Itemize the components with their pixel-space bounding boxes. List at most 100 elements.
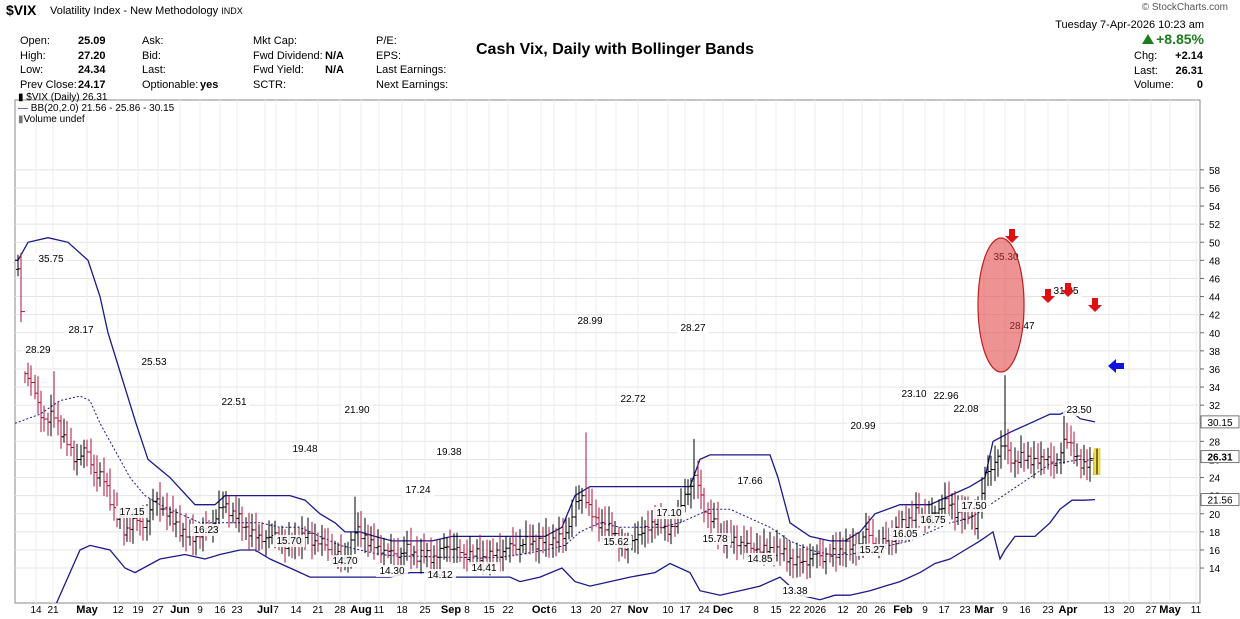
axes: 1416182022242628303234363840424446485052…: [30, 166, 1240, 616]
price-bar: [372, 523, 376, 560]
right-axis-flag: 26.31: [1200, 450, 1240, 464]
col3-label: Mkt Cap:: [253, 35, 298, 47]
price-bar: [557, 516, 561, 553]
price-bar: [692, 438, 696, 500]
col2-label: Ask:: [142, 35, 164, 47]
x-tick-label: 19: [132, 605, 144, 616]
col3-value: N/A: [325, 49, 344, 62]
price-bar: [537, 522, 541, 564]
price-bar: [778, 538, 782, 566]
price-bar: [161, 496, 165, 516]
price-label-bg: [273, 535, 305, 547]
price-label: 17.24: [402, 484, 434, 496]
right-axis-flag-box: [1200, 415, 1240, 429]
price-label-bg: [950, 403, 982, 415]
col1-label: Low:: [20, 64, 44, 76]
quote-date: Tuesday 7-Apr-2026 10:23 am: [1055, 19, 1204, 31]
price-label-text: 15.27: [859, 545, 884, 556]
price-label: 22.08: [950, 403, 982, 415]
price-label: 13.38: [779, 585, 811, 597]
price-label: 28.99: [574, 315, 606, 327]
price-label-bg: [930, 390, 962, 402]
y-tick-label: 14: [1209, 564, 1221, 575]
col2-label: Last:: [142, 64, 166, 76]
legend-volume: ▮Volume undef: [18, 114, 85, 125]
price-label-bg: [138, 356, 170, 368]
col1-value: 24.34: [78, 64, 106, 76]
price-bar: [504, 536, 508, 561]
col1-label: Open:: [20, 35, 50, 47]
price-label-text: 20.99: [850, 421, 875, 432]
price-label-bg: [898, 388, 930, 400]
legend-price: ▮ $VIX (Daily) 26.31: [18, 92, 108, 103]
price-bar: [702, 487, 706, 523]
col2-label: Bid:: [142, 49, 161, 62]
price-label: 22.72: [617, 393, 649, 405]
x-tick-label: 17: [679, 605, 691, 616]
price-label-bg: [958, 500, 990, 512]
price-bar: [603, 506, 607, 540]
col2-value: yes: [200, 78, 219, 91]
price-label-bg: [424, 569, 456, 581]
price-bar: [712, 502, 716, 529]
price-bar: [448, 529, 452, 562]
watermark: © StockCharts.com: [1141, 2, 1228, 13]
price-bar: [735, 525, 739, 561]
price-label: 17.66: [734, 475, 766, 487]
x-tick-label: 27: [152, 605, 164, 616]
price-label-bg: [677, 322, 709, 334]
right-axis-flag: 30.15: [1200, 415, 1240, 429]
price-bar: [316, 532, 320, 552]
y-tick-label: 40: [1209, 329, 1221, 340]
x-tick-label: 13: [1103, 605, 1115, 616]
price-label-bg: [22, 344, 54, 356]
price-label: 25.53: [138, 356, 170, 368]
x-tick-label: 14: [30, 605, 42, 616]
price-label-text: 17.10: [656, 508, 681, 519]
price-bar: [1088, 447, 1092, 482]
x-tick-label: 8: [464, 605, 470, 616]
col4-label: Last Earnings:: [376, 64, 447, 76]
price-label: 14.41: [468, 562, 500, 574]
x-tick-label: Jul: [257, 604, 273, 616]
price-label: 14.12: [424, 569, 456, 581]
x-tick-label: May: [1159, 604, 1181, 616]
chart-header: $VIX Volatility Index - New Methodology …: [0, 0, 1240, 100]
price-label-bg: [376, 565, 408, 577]
price-label-text: 35.75: [38, 254, 63, 265]
x-tick-label: 9: [922, 605, 928, 616]
x-tick-label: 11: [374, 605, 385, 616]
price-bar: [791, 548, 795, 579]
price-label-text: 19.38: [436, 447, 461, 458]
x-tick-label: 10: [662, 605, 674, 616]
exchange: INDX: [221, 6, 243, 16]
price-label: 19.38: [433, 446, 465, 458]
price-label-text: 19.48: [292, 444, 317, 455]
price-bar: [108, 468, 112, 511]
price-label-text: 15.78: [702, 534, 727, 545]
y-tick-label: 50: [1209, 238, 1221, 249]
y-tick-label: 58: [1209, 166, 1221, 177]
x-tick-label: Jun: [170, 604, 190, 616]
price-bar: [1042, 449, 1046, 475]
price-label: 16.05: [889, 528, 921, 540]
price-bar: [844, 528, 848, 568]
price-label-text: 14.70: [332, 556, 357, 567]
col2-label: Optionable:: [142, 78, 199, 91]
x-tick-label: 22: [502, 605, 514, 616]
price-bar: [547, 526, 551, 558]
price-label-text: 28.29: [25, 345, 50, 356]
price-bar: [1032, 441, 1036, 479]
price-bar: [438, 539, 442, 572]
price-bar: [326, 527, 330, 561]
price-label-bg: [190, 524, 222, 536]
y-tick-label: 56: [1209, 184, 1221, 195]
price-label: 15.27: [856, 544, 888, 556]
x-tick-label: 7: [273, 605, 279, 616]
price-label-text: 15.70: [276, 536, 301, 547]
price-bar: [415, 536, 419, 569]
price-bar: [250, 513, 254, 548]
price-label-bg: [917, 514, 949, 526]
y-tick-label: 46: [1209, 274, 1221, 285]
x-tick-label: 21: [312, 605, 324, 616]
